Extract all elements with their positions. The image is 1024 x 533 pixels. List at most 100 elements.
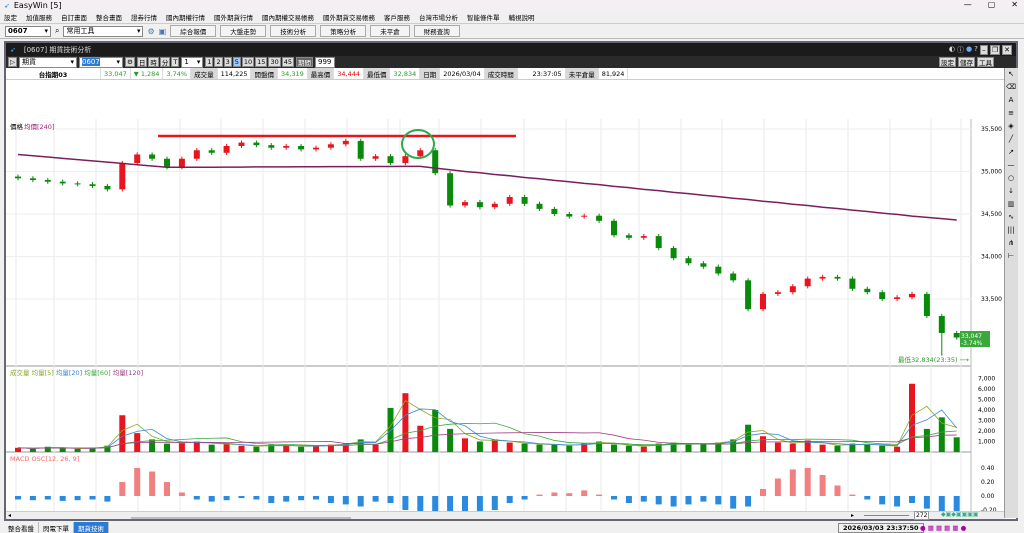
- window-close-button[interactable]: ✕: [1002, 44, 1012, 55]
- menu-item[interactable]: 證券行情: [131, 14, 157, 22]
- hline-tool-icon[interactable]: ≡: [1008, 109, 1014, 117]
- scroll-thumb[interactable]: [131, 517, 351, 519]
- view-buttons-icon[interactable]: ◆▣◆▣▣▣▣: [941, 511, 979, 518]
- menu-item[interactable]: 智能條件單: [467, 14, 500, 22]
- settings-icon[interactable]: ⚙: [125, 57, 135, 67]
- minute-button[interactable]: 15: [255, 57, 268, 67]
- shape-tool-icon[interactable]: ◈: [1008, 122, 1014, 130]
- minute-button[interactable]: 30: [268, 57, 281, 67]
- macd-bar: [74, 496, 81, 501]
- menu-item[interactable]: 國外期貨行情: [214, 14, 253, 22]
- menu-item[interactable]: 整合畫面: [96, 14, 122, 22]
- refresh-icon[interactable]: ◐: [948, 44, 956, 53]
- minute-button[interactable]: 45: [281, 57, 295, 67]
- menu-item[interactable]: 國內期權行情: [166, 14, 205, 22]
- symbol-select[interactable]: 0607 ▾: [79, 56, 123, 68]
- settings-button[interactable]: 設定: [939, 57, 956, 67]
- segment-tool-icon[interactable]: —: [1007, 161, 1015, 169]
- fib-tool-icon[interactable]: ▥: [1007, 200, 1015, 208]
- price-change: ▼ 1,284: [131, 68, 164, 79]
- save-button[interactable]: 儲存: [958, 57, 975, 67]
- candle: [15, 176, 21, 179]
- scroll-left-icon[interactable]: ◂: [8, 512, 12, 519]
- wave-tool-icon[interactable]: ∿: [1008, 213, 1014, 221]
- macd-bar: [372, 496, 379, 502]
- eraser-tool-icon[interactable]: ⌫: [1006, 83, 1016, 91]
- search-icon[interactable]: ⌕: [55, 26, 60, 35]
- gear-icon[interactable]: ⚙: [147, 26, 155, 36]
- minimize-button[interactable]: —: [963, 0, 972, 9]
- help-icon[interactable]: ?: [974, 44, 978, 53]
- menu-item[interactable]: 客戶服務: [384, 14, 410, 22]
- period-button[interactable]: 時: [148, 57, 159, 67]
- menu-item[interactable]: 台灣市場分析: [419, 14, 458, 22]
- pitchfork-tool-icon[interactable]: ⋔: [1008, 239, 1014, 247]
- window-minimize-button[interactable]: –: [979, 44, 988, 55]
- scroll-right-icon[interactable]: ▸: [851, 512, 855, 519]
- play-icon[interactable]: ▷: [8, 57, 17, 67]
- ray-tool-icon[interactable]: ↗: [1008, 148, 1014, 156]
- menu-item[interactable]: 自訂畫面: [61, 14, 87, 22]
- horizontal-scrollbar[interactable]: ◂ ▸ 272 ◆▣◆▣▣▣▣: [6, 511, 1004, 520]
- volume-bar: [551, 444, 558, 452]
- bars-tool-icon[interactable]: |||: [1007, 226, 1015, 234]
- code-select[interactable]: 0607 ▾: [5, 25, 51, 37]
- minute-button[interactable]: 3: [223, 57, 232, 67]
- close-button[interactable]: ✕: [1011, 0, 1018, 9]
- macd-bar: [15, 496, 21, 500]
- price-change-pct: 3.74%: [163, 68, 192, 79]
- menu-item[interactable]: 輔視說明: [508, 14, 535, 22]
- menu-item[interactable]: 國內期權交易帳務: [262, 14, 314, 22]
- chart-area[interactable]: 20:05212223000102030405091011121303/0416…: [6, 80, 1006, 518]
- circle-tool-icon[interactable]: ○: [1007, 174, 1015, 182]
- volume-bar: [879, 445, 886, 452]
- candle: [59, 181, 66, 184]
- arrow-tool-icon[interactable]: ↓: [1008, 187, 1014, 195]
- toolbar-button[interactable]: 技術分析: [270, 25, 317, 37]
- bar-count-input[interactable]: 272: [914, 511, 930, 520]
- minute-button[interactable]: 1: [205, 57, 214, 67]
- tools-button[interactable]: 工具: [977, 57, 994, 67]
- volume-tick-label: 1,000: [978, 439, 995, 446]
- window-icon[interactable]: ▣: [158, 26, 167, 36]
- menu-item[interactable]: 國外期貨交易帳務: [323, 14, 375, 22]
- toolbar-button[interactable]: 大盤走勢: [220, 25, 267, 37]
- count-input[interactable]: 999: [315, 56, 336, 68]
- toolbar-button[interactable]: 財務查詢: [413, 25, 460, 37]
- cursor-tool-icon[interactable]: ↖: [1008, 70, 1014, 78]
- minute-button[interactable]: 5: [232, 57, 241, 67]
- period-button[interactable]: 分: [159, 57, 171, 67]
- macd-bar: [432, 496, 439, 518]
- status-bar: 整合看盤 閃電下單 期貨技術 2026/03/03 23:37:50 ● ▦ ▦ ▦…: [0, 522, 1024, 533]
- candle: [193, 150, 200, 159]
- candle: [655, 236, 662, 248]
- zoom-slider[interactable]: [864, 515, 909, 516]
- globe-icon[interactable]: ●: [966, 44, 973, 53]
- highlight-circle: [401, 129, 435, 159]
- maximize-button[interactable]: ▢: [987, 0, 996, 9]
- line-tool-icon[interactable]: ╱: [1008, 135, 1014, 143]
- bottom-tab[interactable]: 閃電下單: [39, 522, 74, 533]
- product-type-select[interactable]: 期貨 ▾: [19, 56, 77, 68]
- toolbar-button[interactable]: 未平倉: [370, 25, 410, 37]
- toolbar-button[interactable]: 綜合報價: [170, 25, 217, 37]
- period-value-select[interactable]: 1 ▾: [181, 56, 204, 68]
- bottom-tab[interactable]: 整合看盤: [4, 522, 39, 533]
- window-restore-button[interactable]: ❐: [989, 44, 1001, 55]
- menu-item[interactable]: 設定: [4, 14, 17, 22]
- candle: [730, 273, 737, 281]
- minute-button[interactable]: 10: [241, 57, 255, 67]
- info-icon[interactable]: ⓘ: [957, 45, 965, 54]
- candle: [611, 220, 617, 236]
- menu-item[interactable]: 加值服務: [26, 14, 52, 22]
- volume-bar: [283, 445, 290, 452]
- volume-label: 成交量: [10, 368, 30, 377]
- period-button[interactable]: T: [171, 57, 180, 67]
- period-button[interactable]: 日: [136, 57, 148, 67]
- tools-select[interactable]: 常用工具 ▾: [63, 25, 144, 37]
- toolbar-button[interactable]: 策略分析: [320, 25, 367, 37]
- range-tool-icon[interactable]: ⊢: [1007, 252, 1015, 260]
- bottom-tab[interactable]: 期貨技術: [74, 522, 109, 533]
- text-tool-icon[interactable]: A: [1008, 96, 1014, 104]
- minute-button[interactable]: 2: [214, 57, 223, 67]
